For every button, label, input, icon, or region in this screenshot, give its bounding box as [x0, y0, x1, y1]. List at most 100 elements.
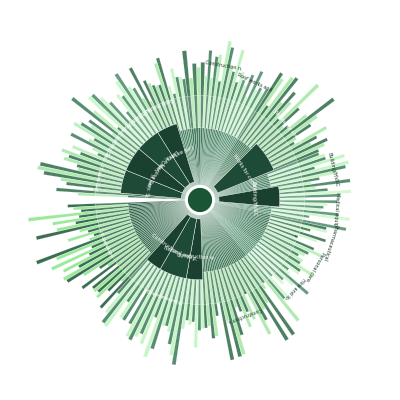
Wedge shape: [112, 238, 140, 258]
Wedge shape: [212, 209, 259, 242]
Wedge shape: [109, 236, 138, 254]
Wedge shape: [213, 208, 262, 238]
Wedge shape: [136, 207, 187, 234]
Wedge shape: [294, 235, 298, 238]
Wedge shape: [150, 146, 190, 189]
Wedge shape: [160, 213, 192, 261]
Wedge shape: [211, 210, 253, 250]
Wedge shape: [158, 84, 166, 102]
Wedge shape: [135, 168, 186, 194]
Wedge shape: [128, 201, 185, 206]
Wedge shape: [215, 202, 272, 210]
Wedge shape: [212, 157, 259, 191]
Wedge shape: [179, 214, 196, 270]
Wedge shape: [148, 149, 189, 190]
Wedge shape: [201, 272, 204, 304]
Wedge shape: [297, 152, 319, 163]
Wedge shape: [169, 269, 180, 300]
Wedge shape: [214, 206, 267, 228]
Wedge shape: [214, 144, 274, 193]
Wedge shape: [120, 170, 182, 198]
Wedge shape: [167, 214, 193, 265]
Wedge shape: [110, 145, 139, 163]
Wedge shape: [209, 141, 243, 188]
Wedge shape: [295, 240, 314, 250]
Wedge shape: [214, 170, 266, 194]
Wedge shape: [214, 303, 219, 316]
Wedge shape: [272, 204, 304, 207]
Wedge shape: [283, 262, 300, 275]
Wedge shape: [188, 129, 198, 185]
Wedge shape: [175, 132, 195, 186]
Wedge shape: [213, 162, 262, 192]
Wedge shape: [108, 149, 137, 166]
Wedge shape: [202, 128, 211, 185]
Wedge shape: [98, 176, 130, 185]
Wedge shape: [180, 97, 188, 129]
Wedge shape: [228, 50, 245, 100]
Wedge shape: [122, 287, 145, 321]
Wedge shape: [185, 271, 191, 304]
Wedge shape: [191, 128, 199, 185]
Wedge shape: [159, 212, 192, 260]
Wedge shape: [221, 269, 232, 300]
Wedge shape: [210, 148, 251, 189]
Wedge shape: [156, 58, 171, 100]
Wedge shape: [70, 133, 108, 154]
Wedge shape: [214, 205, 268, 225]
Wedge shape: [272, 202, 304, 205]
Wedge shape: [132, 255, 154, 281]
Wedge shape: [152, 145, 190, 189]
Wedge shape: [190, 215, 198, 272]
Wedge shape: [134, 206, 186, 230]
Wedge shape: [222, 268, 235, 299]
Wedge shape: [198, 304, 201, 330]
Text: IT services: IT services: [97, 230, 114, 258]
Wedge shape: [91, 241, 105, 248]
Wedge shape: [266, 226, 297, 240]
Wedge shape: [184, 215, 197, 271]
Wedge shape: [61, 148, 102, 166]
Wedge shape: [240, 113, 260, 141]
Wedge shape: [259, 140, 287, 160]
Wedge shape: [267, 278, 286, 299]
Wedge shape: [186, 219, 203, 280]
Wedge shape: [150, 107, 167, 137]
Wedge shape: [169, 302, 182, 356]
Wedge shape: [240, 74, 254, 104]
Wedge shape: [174, 132, 195, 186]
Wedge shape: [174, 270, 184, 302]
Wedge shape: [162, 102, 175, 133]
Wedge shape: [188, 215, 198, 271]
Wedge shape: [284, 115, 318, 140]
Text: Law enforce.: Law enforce.: [163, 143, 194, 160]
Wedge shape: [271, 275, 273, 277]
Wedge shape: [241, 114, 262, 142]
Wedge shape: [272, 200, 304, 202]
Wedge shape: [192, 215, 198, 272]
Wedge shape: [242, 258, 263, 285]
Wedge shape: [129, 203, 185, 214]
Wedge shape: [44, 171, 97, 183]
Wedge shape: [153, 144, 190, 188]
Wedge shape: [208, 213, 237, 263]
Wedge shape: [107, 260, 116, 266]
Wedge shape: [206, 304, 210, 326]
Wedge shape: [214, 168, 266, 194]
Wedge shape: [262, 77, 294, 118]
Wedge shape: [286, 124, 312, 142]
Wedge shape: [209, 212, 243, 259]
Wedge shape: [204, 214, 222, 269]
Wedge shape: [252, 289, 266, 310]
Wedge shape: [215, 203, 271, 215]
Text: Works for comp.: Works for comp.: [232, 153, 258, 189]
Wedge shape: [225, 301, 242, 357]
Wedge shape: [212, 156, 258, 191]
Wedge shape: [263, 282, 265, 284]
Wedge shape: [253, 88, 269, 112]
Wedge shape: [123, 249, 148, 272]
Wedge shape: [215, 181, 270, 196]
Wedge shape: [162, 300, 172, 326]
Wedge shape: [126, 124, 150, 149]
Wedge shape: [101, 224, 132, 236]
